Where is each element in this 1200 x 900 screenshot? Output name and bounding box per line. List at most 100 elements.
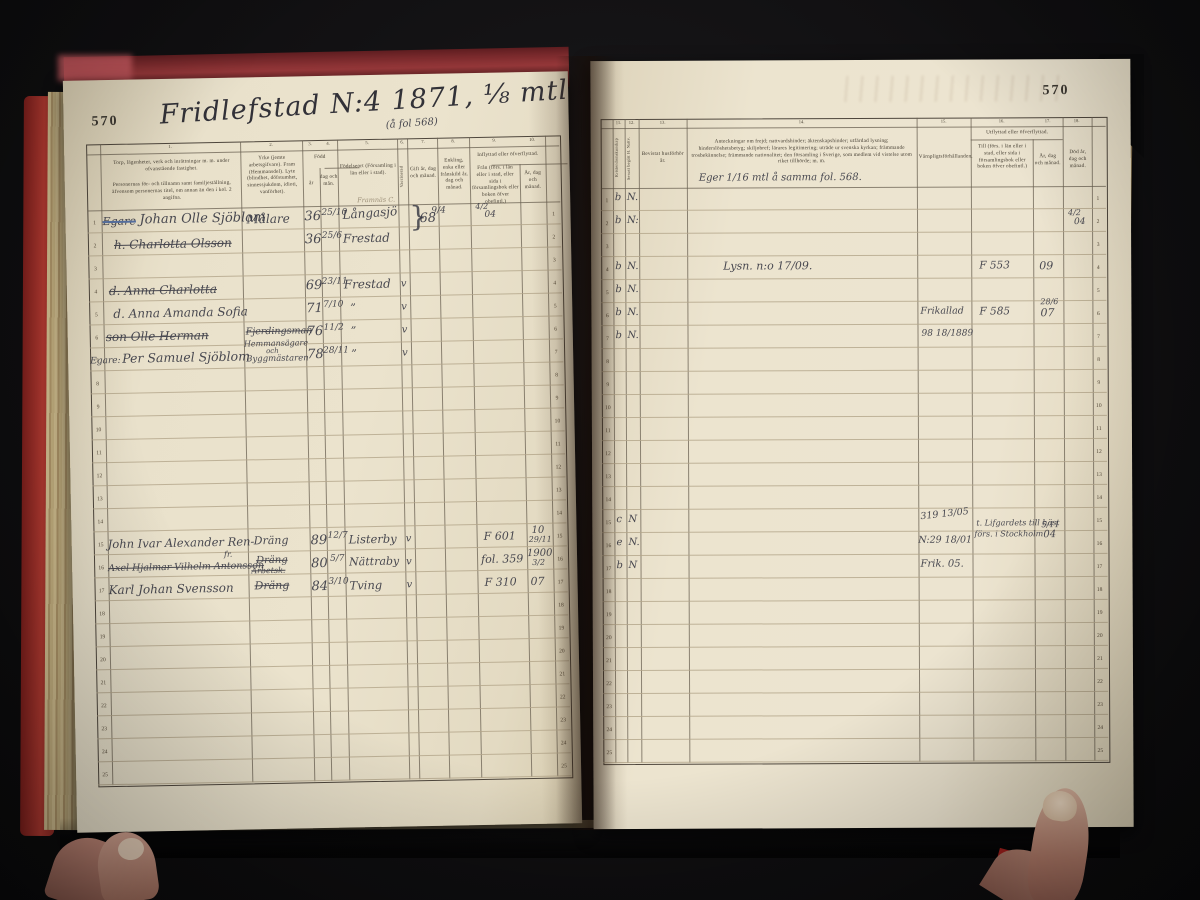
hw-row5-birthplace-ditto: ” — [350, 301, 356, 315]
hw-row1-title: Egare — [102, 214, 137, 229]
table-row-line — [602, 506, 1108, 511]
row-number: 9 — [96, 404, 100, 411]
hw-row1-birthyear: 36 — [304, 208, 322, 225]
hw-row5-name: d. Anna Amanda Sofia — [113, 304, 249, 321]
row-number: 8 — [1097, 356, 1101, 363]
hw-r1516-movedyear: 04 — [1043, 529, 1057, 541]
hw-row17-occupation: Dräng — [254, 578, 290, 593]
row-number: 5 — [1096, 287, 1100, 294]
hw-row16-birthyear: 80 — [310, 555, 328, 572]
hw-row15-moveddate: 29/11 — [528, 534, 552, 545]
table-row-line — [602, 483, 1108, 488]
hw-row16-birthplace: Nättraby — [348, 554, 400, 569]
hw-row5-birthyear: 71 — [306, 300, 323, 317]
hw-row6-birthyear: 76 — [306, 323, 324, 340]
row-number: 7 — [1097, 333, 1100, 340]
page-title-handwritten: Fridlefstad N:4 1871, ⅛ mtl — [158, 74, 569, 131]
hw-r1-c12: N. — [626, 191, 639, 204]
hw-row15-birthday: 12/7 — [327, 530, 348, 541]
hw-property-note: Eger 1/16 mtl å samma fol. 568. — [698, 171, 862, 184]
row-number: 3 — [93, 266, 97, 273]
header-c14: Anteckningar om frejd; nattvardshinder; … — [691, 137, 912, 165]
hw-row17-movedyear: 07 — [530, 574, 545, 589]
row-number: 9 — [1097, 379, 1101, 386]
hw-row5-birthday: 7/10 — [323, 299, 344, 310]
header-col6-vaccinated: Vaccinerad — [398, 165, 404, 188]
table-row-line — [93, 499, 566, 510]
table-row-line — [602, 552, 1108, 557]
colnum-10: 10. — [529, 136, 535, 142]
hw-row16-occupation1: Dräng — [255, 554, 288, 567]
hw-row4-birthyear: 69 — [305, 277, 323, 294]
book-gutter-shadow — [556, 56, 616, 830]
hw-row7-name: Per Samuel Sjöblom — [122, 348, 251, 366]
header-c16: Till (förs. i län eller i stad, eller si… — [977, 143, 1028, 170]
hw-row16-movedfrom: fol. 359 — [480, 552, 524, 566]
row-number: 1 — [93, 220, 97, 227]
table-row-line — [602, 598, 1108, 603]
colnum-2: 2. — [269, 141, 273, 147]
row-number: 5 — [94, 312, 98, 319]
hw-row5-vaccinated: v — [401, 301, 407, 313]
table-row-line — [602, 621, 1108, 626]
hw-row16-occupation2: Arbetsk. — [251, 565, 286, 576]
row-number: 19 — [1096, 609, 1103, 616]
row-number: 11 — [96, 450, 102, 457]
table-row-line — [601, 230, 1107, 235]
table-row-line — [602, 460, 1108, 465]
hw-row6-occupation: Fjerdingsman — [245, 325, 313, 338]
row-number: 2 — [93, 243, 97, 250]
hw-r16-military: N:29 18/01 — [918, 534, 973, 546]
hw-r6-movedto: F 585 — [979, 305, 1011, 318]
colnum-1: 1. — [168, 143, 172, 149]
hw-row7-birthplace-ditto: ” — [350, 347, 357, 361]
table-row-line — [92, 453, 566, 464]
hw-row17-birthyear: 84 — [311, 578, 329, 595]
header-col1a: Torp, lägenheter, verk och inrättningar … — [113, 157, 230, 173]
row-number: 24 — [1097, 724, 1104, 731]
table-row-line — [95, 637, 569, 648]
hw-r17-c12: N — [628, 559, 638, 572]
colnum-9: 9. — [492, 137, 496, 143]
hw-row4-vaccinated: v — [400, 278, 407, 290]
row-number: 12 — [1096, 448, 1102, 455]
hw-r5-c12: N. — [627, 283, 639, 296]
hw-row4-name: d. Anna Charlotta — [108, 281, 218, 299]
table-row-line — [602, 644, 1108, 649]
hw-row16-birthday: 5/7 — [329, 553, 345, 564]
row-number: 18 — [99, 611, 105, 618]
ink-bleedthrough — [840, 75, 1061, 103]
hw-r15-c12: N — [628, 513, 638, 526]
row-number: 21 — [1097, 655, 1103, 662]
row-number: 11 — [1096, 425, 1102, 432]
colnum-4: 4. — [326, 140, 330, 146]
row-number: 2 — [1096, 218, 1100, 225]
hw-row17-name: Karl Johan Svensson — [108, 580, 234, 598]
hw-r6-moveddate: 28/6 — [1040, 297, 1059, 307]
hw-row16-vaccinated: v — [406, 556, 412, 568]
row-number: 8 — [96, 381, 100, 388]
hw-r7-c11: b — [615, 330, 622, 342]
table-row-line — [600, 207, 1106, 212]
header-col7: Gift år, dag och månad. — [410, 165, 437, 180]
right-page: 570 11. 12. 13. 14. 15. 16. 17. 18. Kris… — [590, 58, 1134, 830]
table-row-line — [97, 706, 570, 717]
right-table-body: 1122334455667788991010111112121313141415… — [600, 186, 1109, 764]
hw-gift-date: 9/4 — [431, 205, 446, 216]
hw-row16-movedyear: 1900 — [526, 547, 553, 560]
row-number: 23 — [101, 726, 108, 733]
row-number: 14 — [1096, 494, 1103, 501]
hw-row17-birthday: 3/10 — [328, 576, 349, 587]
table-row-line — [601, 437, 1107, 442]
hw-row6-birthday: 11/2 — [323, 322, 344, 333]
header-c15: Värnpligtsförhållanden. — [918, 153, 973, 160]
table-row-line — [90, 384, 564, 395]
row-number: 17 — [1096, 563, 1103, 570]
hw-row2-birthplace: Frestad — [342, 230, 391, 246]
row-number: 19 — [99, 634, 106, 641]
header-born-year: år — [309, 180, 314, 187]
colnum-13: 13. — [659, 119, 666, 125]
row-number: 13 — [97, 496, 103, 503]
hw-r7-military: 98 18/1889 — [921, 328, 974, 339]
colnum-14: 14. — [798, 119, 805, 125]
